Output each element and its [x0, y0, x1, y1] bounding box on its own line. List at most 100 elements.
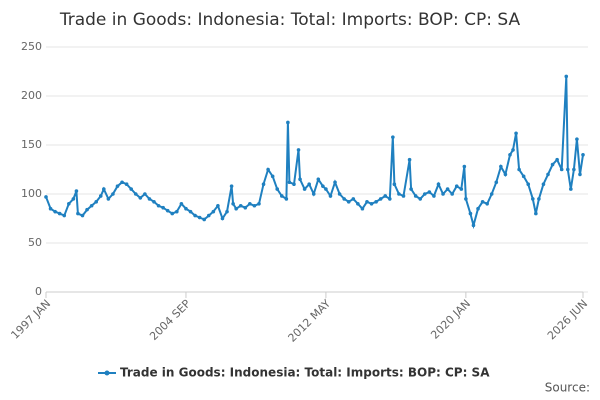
point: [94, 200, 99, 204]
point: [581, 153, 585, 157]
point: [337, 192, 342, 196]
point: [287, 180, 292, 185]
point: [206, 213, 211, 218]
point: [133, 192, 138, 196]
point: [450, 192, 454, 196]
point: [85, 207, 89, 212]
point: [202, 217, 207, 222]
point: [464, 197, 468, 201]
y-tick-label: 150: [21, 138, 42, 151]
point: [138, 196, 143, 200]
point: [342, 197, 346, 201]
point: [76, 211, 80, 216]
point: [115, 184, 120, 188]
point: [307, 182, 311, 186]
point: [546, 172, 550, 177]
point: [555, 157, 559, 162]
point: [311, 192, 316, 196]
point: [559, 167, 564, 172]
point: [572, 167, 576, 172]
point: [462, 164, 467, 169]
point: [270, 174, 275, 179]
x-tick-label: 1997 JAN: [8, 297, 53, 342]
point: [238, 203, 243, 208]
point: [74, 189, 79, 193]
point: [266, 167, 270, 172]
point: [476, 206, 480, 211]
point: [422, 192, 427, 196]
point: [98, 194, 103, 198]
point: [252, 203, 257, 208]
point: [211, 209, 216, 214]
point: [216, 203, 220, 208]
point: [324, 187, 328, 191]
point: [471, 223, 476, 228]
point: [184, 206, 188, 211]
point: [499, 164, 503, 169]
point: [67, 202, 71, 206]
point: [517, 167, 521, 172]
point: [229, 184, 234, 188]
point: [369, 202, 374, 206]
point: [564, 74, 569, 79]
point: [279, 194, 284, 198]
point: [124, 182, 129, 186]
point: [152, 200, 156, 204]
point: [165, 208, 170, 213]
point: [565, 167, 570, 172]
point: [156, 203, 161, 208]
point: [432, 194, 436, 198]
series-line: [45, 76, 584, 230]
point: [346, 200, 351, 204]
point: [511, 148, 515, 152]
point: [302, 187, 307, 191]
point: [53, 209, 57, 214]
point: [292, 182, 296, 186]
x-tick-label: 2026 JUN: [545, 297, 590, 342]
point: [436, 182, 441, 186]
point: [526, 182, 531, 186]
point: [102, 187, 106, 191]
point: [197, 215, 202, 220]
point: [89, 203, 94, 208]
point: [161, 205, 165, 210]
point: [248, 202, 252, 206]
point: [401, 194, 406, 198]
point: [179, 202, 184, 206]
point: [494, 180, 499, 185]
point: [80, 213, 85, 218]
point: [48, 206, 53, 211]
point: [62, 213, 67, 218]
y-tick-label: 250: [21, 40, 42, 53]
point: [378, 197, 383, 201]
legend-label: Trade in Goods: Indonesia: Total: Import…: [120, 366, 490, 380]
y-tick-label: 100: [21, 187, 42, 200]
point: [188, 209, 193, 214]
point: [296, 148, 301, 152]
point: [508, 153, 512, 157]
point: [261, 182, 266, 186]
point: [111, 192, 115, 196]
point: [374, 200, 378, 204]
point: [575, 137, 579, 141]
point: [193, 213, 197, 218]
point: [514, 131, 518, 136]
point: [427, 190, 432, 194]
point: [351, 197, 356, 201]
point: [298, 177, 302, 182]
point: [356, 202, 360, 206]
source: Source:: [545, 381, 590, 395]
point: [234, 206, 238, 211]
point: [284, 197, 289, 201]
point: [441, 192, 445, 196]
point: [485, 202, 489, 206]
point: [328, 194, 333, 198]
point: [71, 197, 76, 201]
point: [170, 211, 175, 216]
point: [231, 202, 235, 206]
x-tick-label: 2012 MAY: [286, 297, 334, 345]
point: [503, 172, 508, 177]
point: [569, 187, 573, 191]
point: [392, 182, 397, 186]
